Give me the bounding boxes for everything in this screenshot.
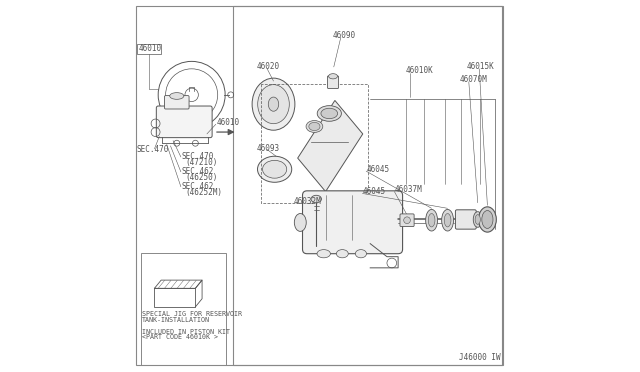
Ellipse shape (426, 209, 438, 231)
Ellipse shape (355, 250, 367, 258)
Text: 46045: 46045 (363, 187, 386, 196)
Text: SPECIAL JIG FOR RESERVOIR: SPECIAL JIG FOR RESERVOIR (142, 311, 242, 317)
Text: 46032M: 46032M (293, 197, 321, 206)
Text: (46252M): (46252M) (186, 188, 222, 197)
Ellipse shape (317, 250, 330, 258)
Text: SEC.470: SEC.470 (182, 153, 214, 161)
Text: SEC.470: SEC.470 (137, 145, 170, 154)
Text: J46000 IW: J46000 IW (460, 353, 501, 362)
Ellipse shape (475, 215, 481, 224)
Text: (47210): (47210) (186, 158, 218, 167)
Ellipse shape (479, 207, 497, 232)
Ellipse shape (268, 97, 278, 111)
Ellipse shape (428, 214, 435, 227)
Text: INCLUDED IN PISTON KIT: INCLUDED IN PISTON KIT (142, 329, 230, 335)
Bar (137, 44, 161, 54)
Text: SEC.462: SEC.462 (182, 167, 214, 176)
Ellipse shape (258, 85, 289, 124)
FancyBboxPatch shape (456, 210, 476, 229)
Ellipse shape (404, 217, 410, 224)
Ellipse shape (444, 214, 451, 227)
Polygon shape (298, 100, 363, 192)
Text: 46010: 46010 (216, 118, 240, 127)
FancyBboxPatch shape (164, 96, 189, 109)
Text: <PART CODE 46010K >: <PART CODE 46010K > (142, 334, 218, 340)
Bar (154, 288, 195, 307)
Text: 46010K: 46010K (406, 66, 433, 75)
Ellipse shape (262, 160, 287, 178)
Ellipse shape (442, 209, 454, 231)
Ellipse shape (317, 106, 341, 121)
Text: 46090: 46090 (333, 31, 356, 40)
Text: 46037M: 46037M (394, 185, 422, 194)
Text: 46070M: 46070M (460, 76, 487, 84)
Ellipse shape (328, 74, 337, 79)
Ellipse shape (252, 78, 295, 130)
Ellipse shape (257, 156, 292, 182)
Text: 46010: 46010 (138, 44, 161, 53)
Ellipse shape (321, 108, 338, 119)
Ellipse shape (482, 211, 493, 228)
Ellipse shape (337, 250, 348, 258)
Bar (141, 253, 225, 365)
Ellipse shape (311, 195, 321, 203)
Ellipse shape (309, 122, 320, 131)
Text: (46250): (46250) (186, 173, 218, 182)
FancyBboxPatch shape (303, 191, 403, 254)
Text: 46020: 46020 (257, 62, 280, 71)
Text: SEC.462: SEC.462 (182, 182, 214, 191)
Ellipse shape (306, 121, 323, 132)
Ellipse shape (473, 212, 482, 227)
FancyBboxPatch shape (156, 106, 212, 138)
Text: 46093: 46093 (257, 144, 280, 153)
FancyBboxPatch shape (328, 76, 339, 89)
Ellipse shape (170, 93, 184, 99)
Text: TANK-INSTALLATION: TANK-INSTALLATION (142, 317, 210, 323)
Ellipse shape (294, 214, 306, 231)
Text: 46015K: 46015K (467, 62, 495, 71)
FancyBboxPatch shape (400, 214, 414, 227)
Text: 46045: 46045 (367, 165, 390, 174)
Bar (232, 6, 502, 365)
